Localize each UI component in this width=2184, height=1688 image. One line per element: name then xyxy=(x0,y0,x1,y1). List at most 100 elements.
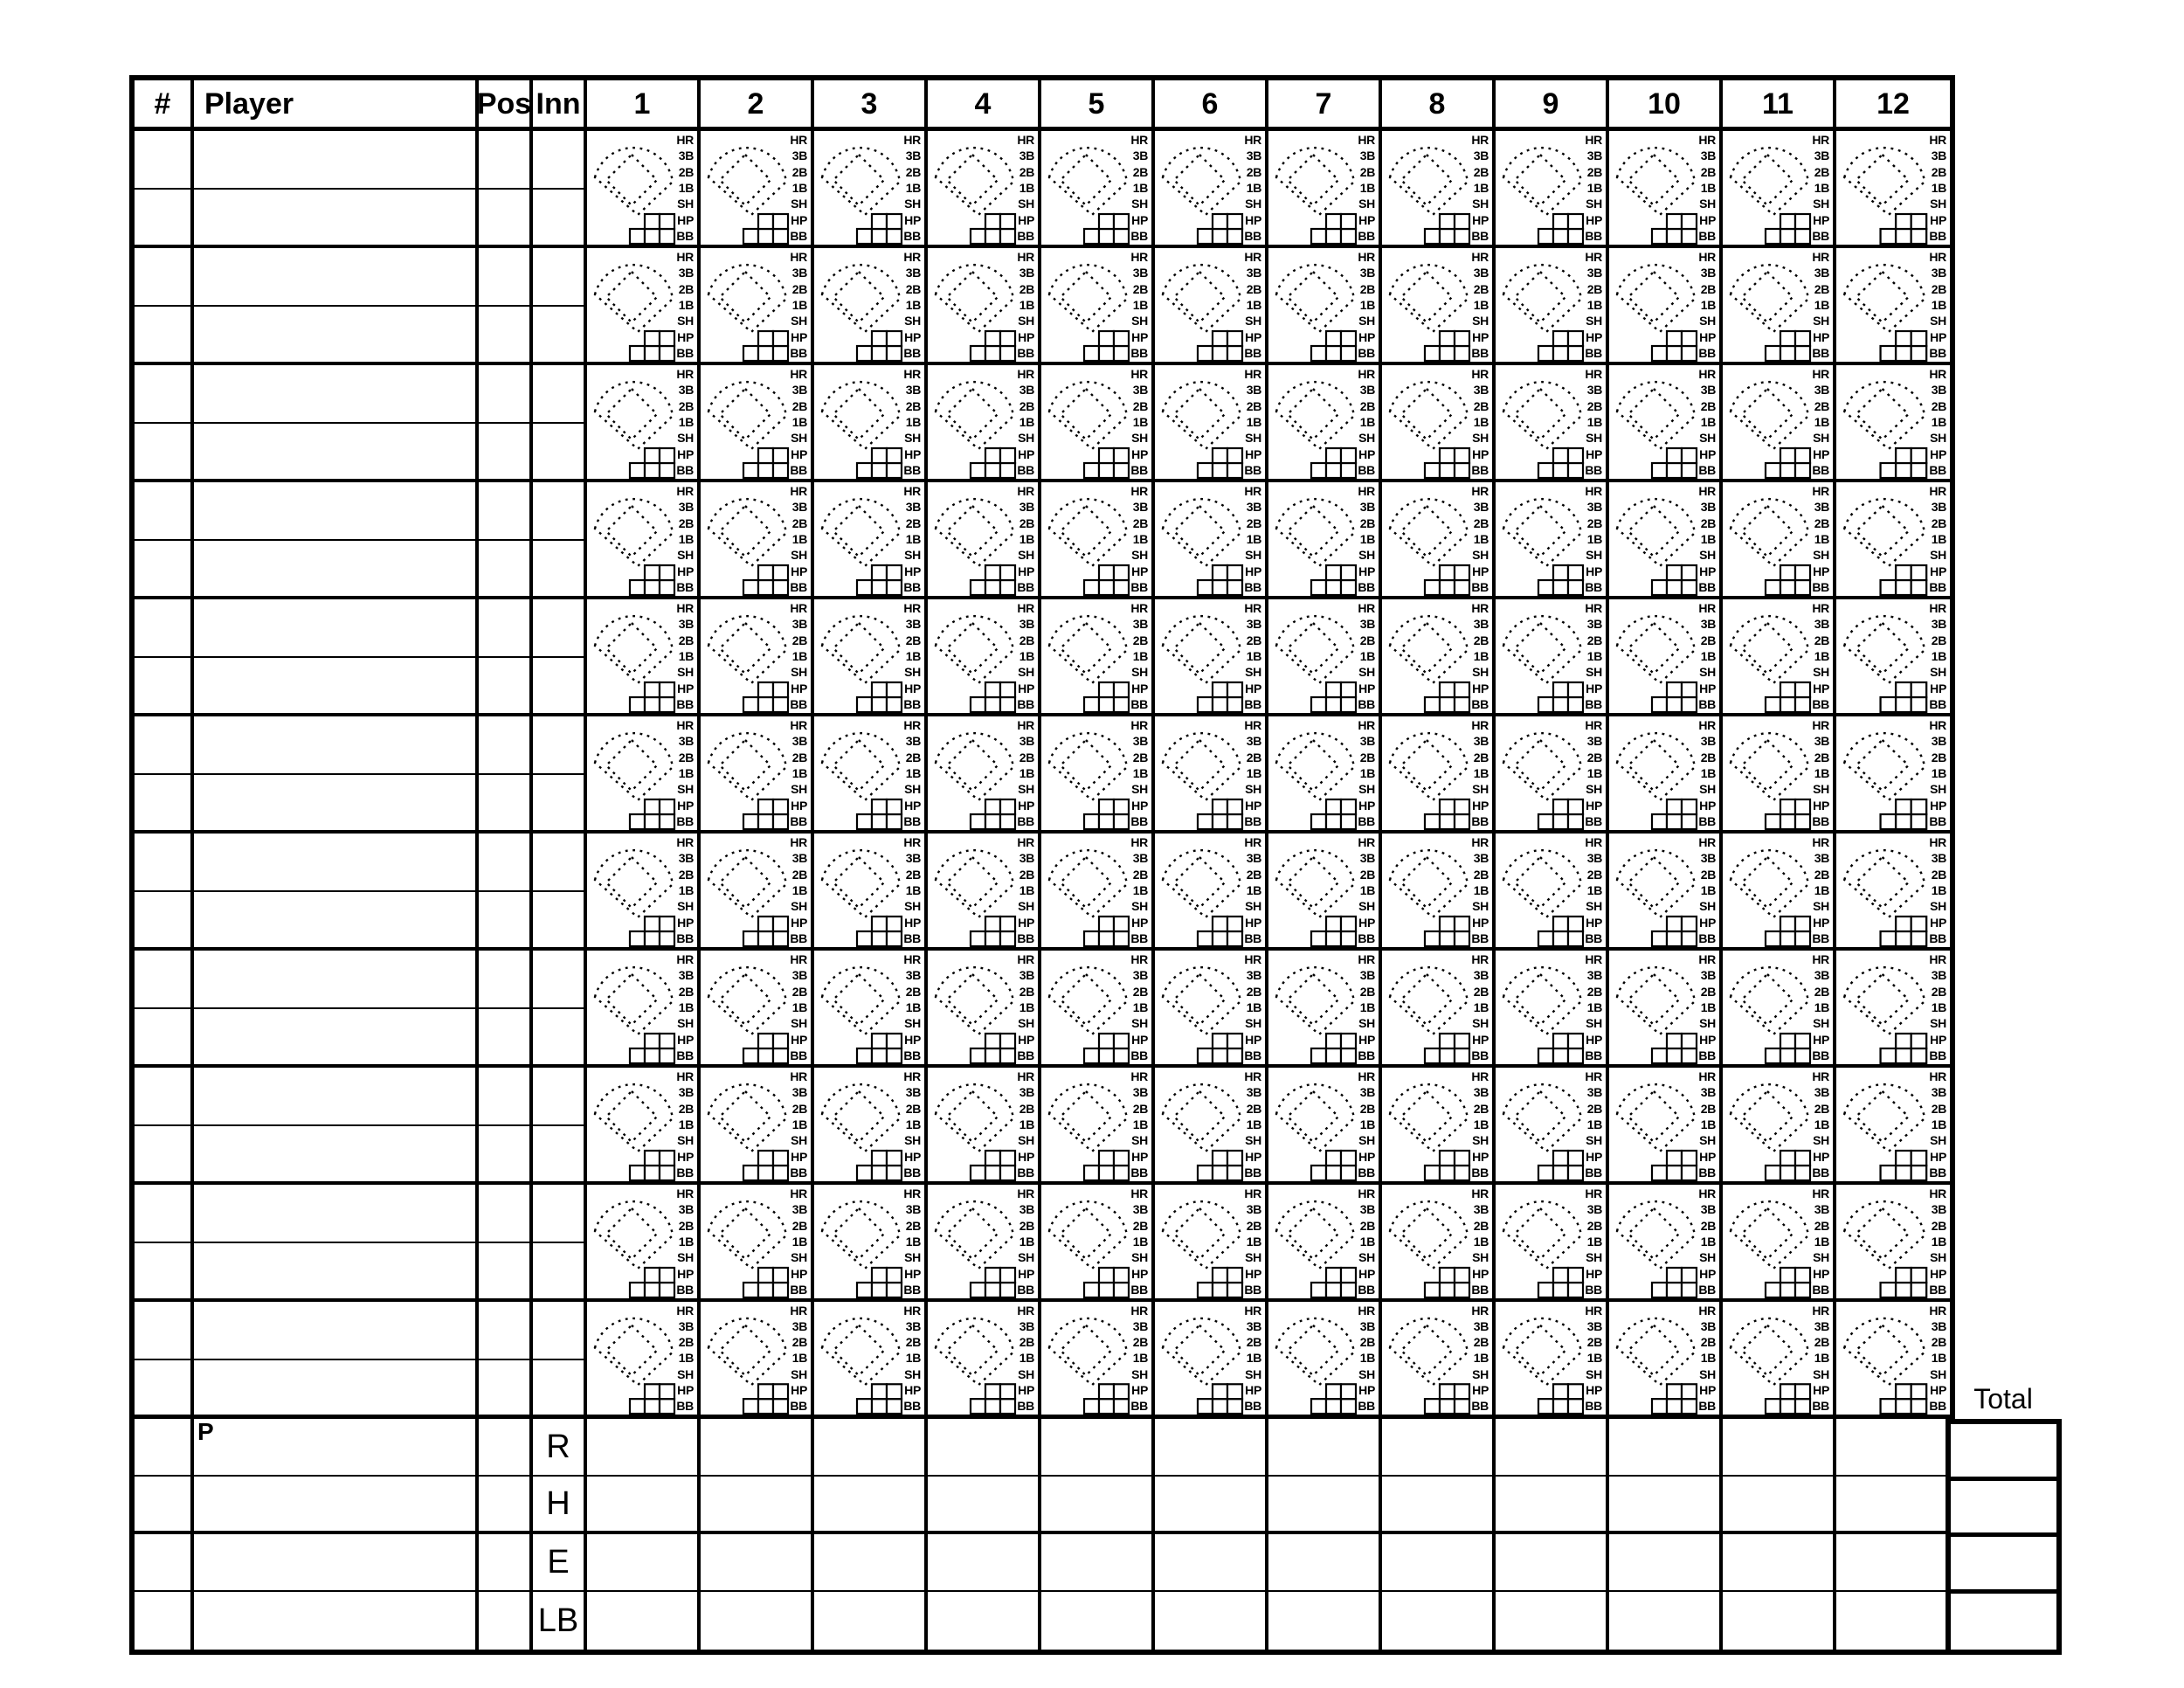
inning-scoring-cell[interactable]: HR 3B 2B 1B SH HP BB xyxy=(1723,248,1836,365)
player-number-cell[interactable] xyxy=(135,834,194,892)
inning-scoring-cell[interactable]: HR 3B 2B 1B SH HP BB xyxy=(1496,951,1609,1068)
inning-scoring-cell[interactable]: HR 3B 2B 1B SH HP BB xyxy=(1609,599,1723,716)
inning-scoring-cell[interactable]: HR 3B 2B 1B SH HP BB xyxy=(1836,365,1950,482)
player-inn-cell[interactable] xyxy=(533,131,587,190)
inning-scoring-cell[interactable]: HR 3B 2B 1B SH HP BB xyxy=(1723,365,1836,482)
player-inn-cell[interactable] xyxy=(533,541,587,599)
inning-scoring-cell[interactable]: HR 3B 2B 1B SH HP BB xyxy=(814,834,928,951)
stat-input-cell[interactable] xyxy=(1268,1534,1382,1592)
inning-scoring-cell[interactable]: HR 3B 2B 1B SH HP BB xyxy=(1268,951,1382,1068)
stat-input-cell[interactable] xyxy=(1609,1477,1723,1534)
inning-scoring-cell[interactable]: HR 3B 2B 1B SH HP BB xyxy=(701,834,814,951)
player-name-cell[interactable] xyxy=(194,1243,479,1302)
inning-scoring-cell[interactable]: HR 3B 2B 1B SH HP BB xyxy=(1268,1185,1382,1302)
stat-input-cell[interactable] xyxy=(1041,1534,1155,1592)
player-name-cell[interactable] xyxy=(194,834,479,892)
inning-scoring-cell[interactable]: HR 3B 2B 1B SH HP BB xyxy=(1496,599,1609,716)
stat-input-cell[interactable] xyxy=(1723,1592,1836,1650)
player-number-cell[interactable] xyxy=(135,658,194,716)
player-name-cell[interactable] xyxy=(194,951,479,1009)
player-name-cell[interactable] xyxy=(194,541,479,599)
stat-input-cell[interactable] xyxy=(1268,1477,1382,1534)
inning-scoring-cell[interactable]: HR 3B 2B 1B SH HP BB xyxy=(1155,716,1268,834)
stat-input-cell[interactable] xyxy=(701,1477,814,1534)
player-number-cell[interactable] xyxy=(135,365,194,424)
player-inn-cell[interactable] xyxy=(533,365,587,424)
player-pos-cell[interactable] xyxy=(479,1068,533,1126)
player-inn-cell[interactable] xyxy=(533,1126,587,1185)
pitcher-row-pos-cell[interactable] xyxy=(479,1534,533,1592)
inning-scoring-cell[interactable]: HR 3B 2B 1B SH HP BB xyxy=(1155,131,1268,248)
stat-input-cell[interactable] xyxy=(701,1534,814,1592)
inning-scoring-cell[interactable]: HR 3B 2B 1B SH HP BB xyxy=(1836,131,1950,248)
inning-scoring-cell[interactable]: HR 3B 2B 1B SH HP BB xyxy=(1723,834,1836,951)
inning-scoring-cell[interactable]: HR 3B 2B 1B SH HP BB xyxy=(1268,248,1382,365)
inning-scoring-cell[interactable]: HR 3B 2B 1B SH HP BB xyxy=(1836,599,1950,716)
inning-scoring-cell[interactable]: HR 3B 2B 1B SH HP BB xyxy=(1382,365,1496,482)
inning-scoring-cell[interactable]: HR 3B 2B 1B SH HP BB xyxy=(928,951,1041,1068)
inning-scoring-cell[interactable]: HR 3B 2B 1B SH HP BB xyxy=(1609,248,1723,365)
inning-scoring-cell[interactable]: HR 3B 2B 1B SH HP BB xyxy=(1723,716,1836,834)
pitcher-row-pos-cell[interactable] xyxy=(479,1592,533,1650)
inning-scoring-cell[interactable]: HR 3B 2B 1B SH HP BB xyxy=(1382,131,1496,248)
player-name-cell[interactable] xyxy=(194,190,479,248)
inning-scoring-cell[interactable]: HR 3B 2B 1B SH HP BB xyxy=(1155,599,1268,716)
inning-scoring-cell[interactable]: HR 3B 2B 1B SH HP BB xyxy=(1155,248,1268,365)
inning-scoring-cell[interactable]: HR 3B 2B 1B SH HP BB xyxy=(1382,951,1496,1068)
inning-scoring-cell[interactable]: HR 3B 2B 1B SH HP BB xyxy=(814,365,928,482)
player-inn-cell[interactable] xyxy=(533,307,587,365)
player-pos-cell[interactable] xyxy=(479,951,533,1009)
player-pos-cell[interactable] xyxy=(479,365,533,424)
inning-scoring-cell[interactable]: HR 3B 2B 1B SH HP BB xyxy=(701,951,814,1068)
inning-scoring-cell[interactable]: HR 3B 2B 1B SH HP BB xyxy=(1496,716,1609,834)
stat-input-cell[interactable] xyxy=(1041,1419,1155,1477)
stat-input-cell[interactable] xyxy=(1496,1419,1609,1477)
inning-scoring-cell[interactable]: HR 3B 2B 1B SH HP BB xyxy=(1268,716,1382,834)
stat-input-cell[interactable] xyxy=(928,1534,1041,1592)
total-cell[interactable] xyxy=(1951,1480,2056,1537)
pitcher-row-pos-cell[interactable] xyxy=(479,1419,533,1477)
inning-scoring-cell[interactable]: HR 3B 2B 1B SH HP BB xyxy=(814,599,928,716)
inning-scoring-cell[interactable]: HR 3B 2B 1B SH HP BB xyxy=(1609,1185,1723,1302)
inning-scoring-cell[interactable]: HR 3B 2B 1B SH HP BB xyxy=(587,1185,701,1302)
player-number-cell[interactable] xyxy=(135,599,194,658)
stat-input-cell[interactable] xyxy=(1155,1534,1268,1592)
pitcher-row-name-cell[interactable] xyxy=(194,1534,479,1592)
inning-scoring-cell[interactable]: HR 3B 2B 1B SH HP BB xyxy=(1609,834,1723,951)
player-name-cell[interactable] xyxy=(194,1185,479,1243)
player-inn-cell[interactable] xyxy=(533,599,587,658)
inning-scoring-cell[interactable]: HR 3B 2B 1B SH HP BB xyxy=(1836,1068,1950,1185)
inning-scoring-cell[interactable]: HR 3B 2B 1B SH HP BB xyxy=(587,716,701,834)
player-name-cell[interactable] xyxy=(194,1302,479,1360)
inning-scoring-cell[interactable]: HR 3B 2B 1B SH HP BB xyxy=(1155,834,1268,951)
player-inn-cell[interactable] xyxy=(533,716,587,775)
inning-scoring-cell[interactable]: HR 3B 2B 1B SH HP BB xyxy=(1041,599,1155,716)
total-cell[interactable] xyxy=(1951,1593,2056,1650)
inning-scoring-cell[interactable]: HR 3B 2B 1B SH HP BB xyxy=(1723,1302,1836,1419)
stat-input-cell[interactable] xyxy=(1268,1592,1382,1650)
inning-scoring-cell[interactable]: HR 3B 2B 1B SH HP BB xyxy=(1155,1302,1268,1419)
inning-scoring-cell[interactable]: HR 3B 2B 1B SH HP BB xyxy=(587,248,701,365)
inning-scoring-cell[interactable]: HR 3B 2B 1B SH HP BB xyxy=(587,1068,701,1185)
inning-scoring-cell[interactable]: HR 3B 2B 1B SH HP BB xyxy=(928,599,1041,716)
stat-input-cell[interactable] xyxy=(1723,1419,1836,1477)
player-number-cell[interactable] xyxy=(135,1185,194,1243)
player-pos-cell[interactable] xyxy=(479,307,533,365)
player-number-cell[interactable] xyxy=(135,307,194,365)
inning-scoring-cell[interactable]: HR 3B 2B 1B SH HP BB xyxy=(928,1068,1041,1185)
stat-input-cell[interactable] xyxy=(814,1592,928,1650)
inning-scoring-cell[interactable]: HR 3B 2B 1B SH HP BB xyxy=(928,1302,1041,1419)
inning-scoring-cell[interactable]: HR 3B 2B 1B SH HP BB xyxy=(701,716,814,834)
stat-input-cell[interactable] xyxy=(928,1419,1041,1477)
player-name-cell[interactable] xyxy=(194,599,479,658)
stat-input-cell[interactable] xyxy=(701,1592,814,1650)
inning-scoring-cell[interactable]: HR 3B 2B 1B SH HP BB xyxy=(1496,248,1609,365)
inning-scoring-cell[interactable]: HR 3B 2B 1B SH HP BB xyxy=(814,1068,928,1185)
player-pos-cell[interactable] xyxy=(479,599,533,658)
player-pos-cell[interactable] xyxy=(479,775,533,834)
player-name-cell[interactable] xyxy=(194,131,479,190)
inning-scoring-cell[interactable]: HR 3B 2B 1B SH HP BB xyxy=(1496,834,1609,951)
inning-scoring-cell[interactable]: HR 3B 2B 1B SH HP BB xyxy=(1723,1185,1836,1302)
inning-scoring-cell[interactable]: HR 3B 2B 1B SH HP BB xyxy=(701,131,814,248)
inning-scoring-cell[interactable]: HR 3B 2B 1B SH HP BB xyxy=(1496,1068,1609,1185)
